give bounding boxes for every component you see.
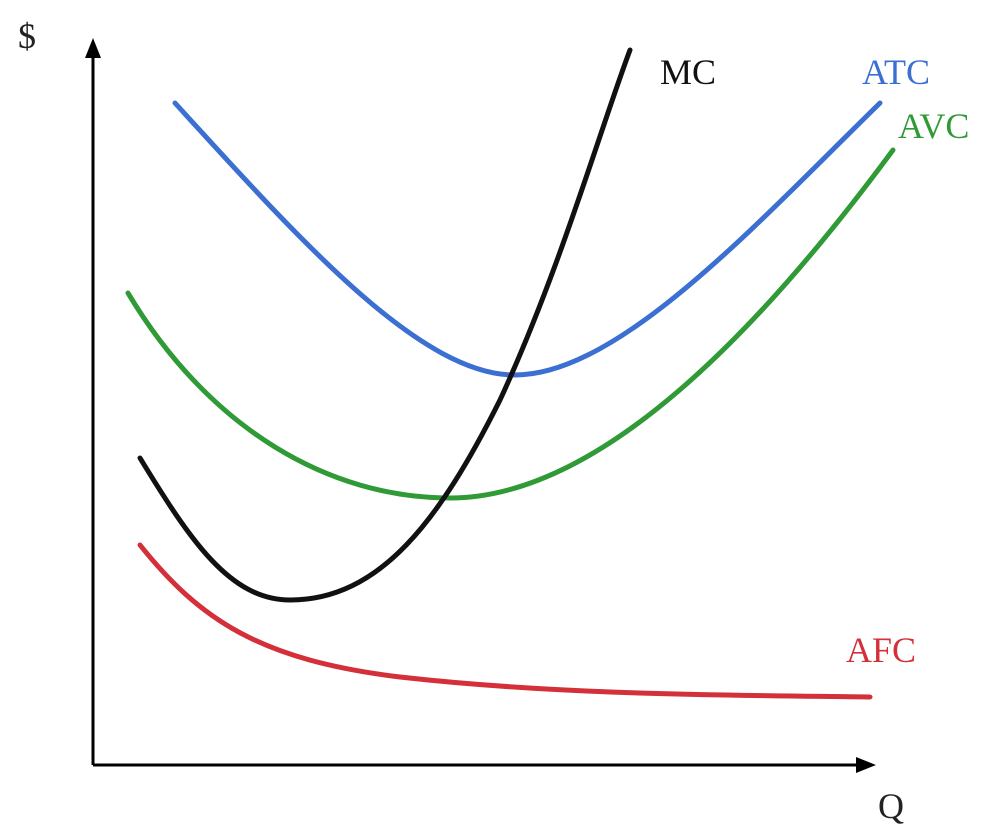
- x-axis-label: Q: [878, 786, 904, 826]
- y-axis-arrow: [85, 38, 101, 58]
- atc-curve: [172, 100, 883, 378]
- afc-curve: [137, 542, 873, 700]
- mc-curve: [137, 47, 633, 603]
- x-axis-arrow: [856, 757, 876, 773]
- atc-label: ATC: [862, 52, 930, 92]
- avc-curve: [125, 147, 896, 501]
- mc-label: MC: [660, 52, 716, 92]
- afc-label: AFC: [846, 630, 916, 670]
- avc-label: AVC: [898, 106, 969, 146]
- y-axis-label: $: [18, 16, 36, 56]
